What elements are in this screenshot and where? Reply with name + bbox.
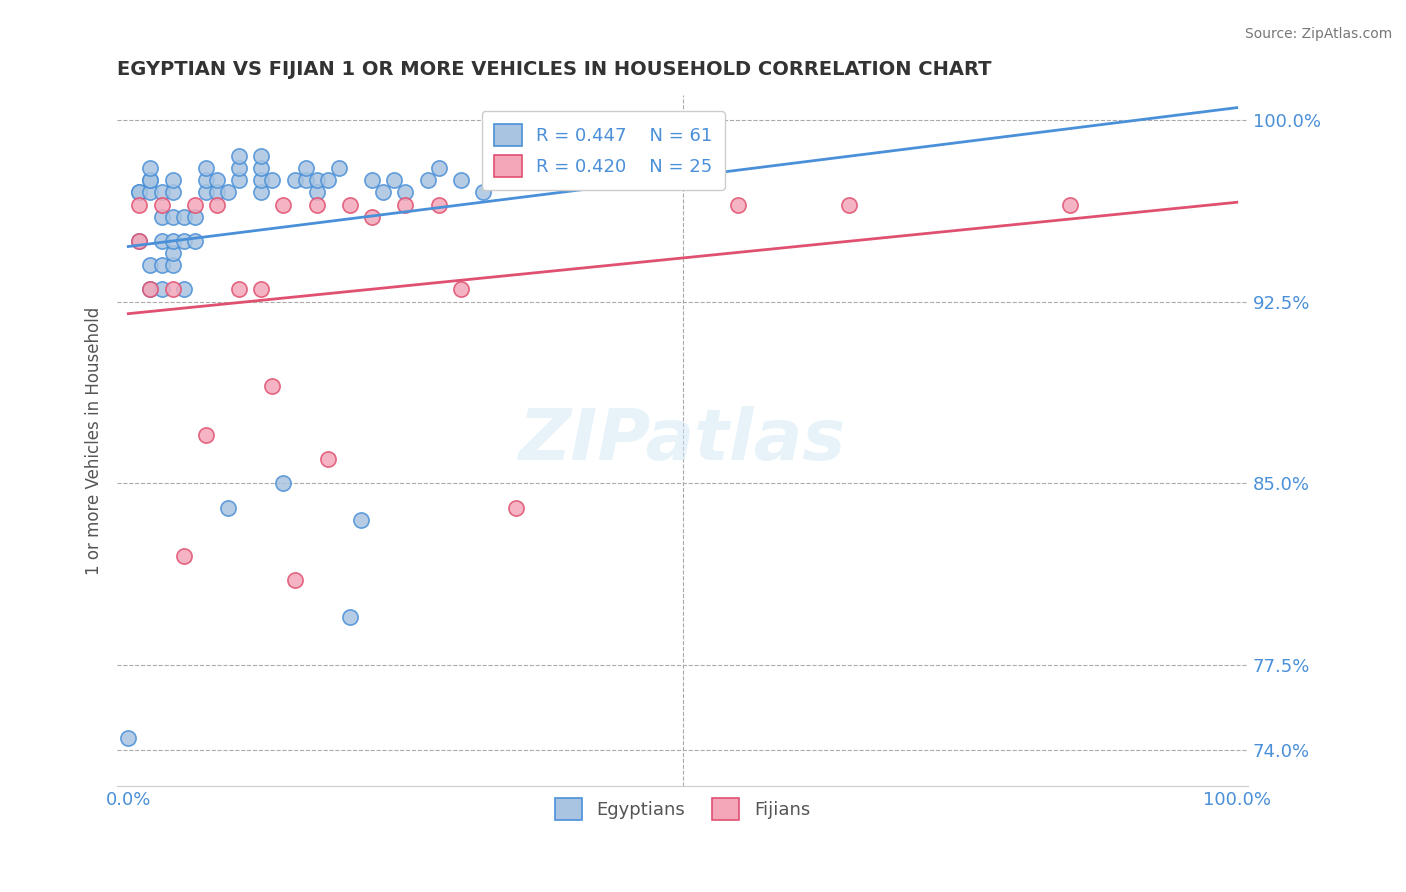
Point (228, 149, 250, 163)
Point (350, 513, 373, 527)
Point (205, 197, 228, 211)
Point (361, 210, 384, 224)
Point (150, 186, 173, 200)
Point (527, 173, 550, 187)
Point (150, 197, 173, 211)
Point (162, 173, 184, 187)
Point (150, 282, 173, 296)
Point (205, 186, 228, 200)
Point (294, 161, 316, 176)
Point (150, 258, 173, 272)
Point (194, 428, 217, 442)
Point (339, 609, 361, 624)
Point (228, 161, 250, 176)
Point (316, 173, 339, 187)
Point (305, 186, 328, 200)
Point (117, 731, 139, 745)
Point (727, 197, 749, 211)
Point (205, 173, 228, 187)
Point (228, 173, 250, 187)
Point (382, 173, 405, 187)
Point (162, 210, 184, 224)
Point (394, 197, 416, 211)
Point (173, 210, 195, 224)
Point (194, 161, 217, 176)
Point (1059, 197, 1081, 211)
Point (262, 379, 284, 393)
Point (416, 173, 439, 187)
Point (128, 234, 150, 248)
Point (162, 234, 184, 248)
Point (316, 452, 339, 467)
Point (128, 186, 150, 200)
Point (450, 282, 472, 296)
Point (228, 282, 250, 296)
Point (139, 282, 162, 296)
Point (217, 500, 239, 515)
Point (250, 161, 273, 176)
Point (162, 246, 184, 260)
Point (162, 282, 184, 296)
Point (427, 161, 450, 176)
Point (139, 258, 162, 272)
Point (128, 197, 150, 211)
Point (838, 197, 860, 211)
Point (339, 197, 361, 211)
Point (250, 282, 273, 296)
Point (373, 186, 395, 200)
Point (194, 186, 217, 200)
Point (273, 197, 295, 211)
Point (150, 210, 173, 224)
Point (250, 173, 273, 187)
Point (162, 186, 184, 200)
Point (250, 149, 273, 163)
Point (139, 282, 162, 296)
Point (305, 197, 328, 211)
Point (184, 234, 207, 248)
Point (505, 173, 527, 187)
Point (162, 258, 184, 272)
Point (328, 161, 350, 176)
Point (273, 476, 295, 491)
Point (128, 234, 150, 248)
Point (283, 574, 305, 588)
Point (361, 173, 384, 187)
Point (194, 173, 217, 187)
Point (450, 173, 472, 187)
Text: ZIPatlas: ZIPatlas (519, 407, 846, 475)
Text: Source: ZipAtlas.com: Source: ZipAtlas.com (1244, 27, 1392, 41)
Text: EGYPTIAN VS FIJIAN 1 OR MORE VEHICLES IN HOUSEHOLD CORRELATION CHART: EGYPTIAN VS FIJIAN 1 OR MORE VEHICLES IN… (117, 60, 991, 78)
Point (173, 549, 195, 563)
Point (128, 186, 150, 200)
Point (139, 173, 162, 187)
Point (173, 234, 195, 248)
Point (283, 173, 305, 187)
Legend: Egyptians, Fijians: Egyptians, Fijians (543, 786, 823, 833)
Point (139, 161, 162, 176)
Point (139, 186, 162, 200)
Point (472, 186, 495, 200)
Point (139, 173, 162, 187)
Point (250, 186, 273, 200)
Point (505, 500, 527, 515)
Point (262, 173, 284, 187)
Y-axis label: 1 or more Vehicles in Household: 1 or more Vehicles in Household (86, 307, 103, 575)
Point (294, 173, 316, 187)
Point (184, 210, 207, 224)
Point (427, 197, 450, 211)
Point (150, 234, 173, 248)
Point (217, 186, 239, 200)
Point (184, 197, 207, 211)
Point (394, 186, 416, 200)
Point (305, 173, 328, 187)
Point (173, 282, 195, 296)
